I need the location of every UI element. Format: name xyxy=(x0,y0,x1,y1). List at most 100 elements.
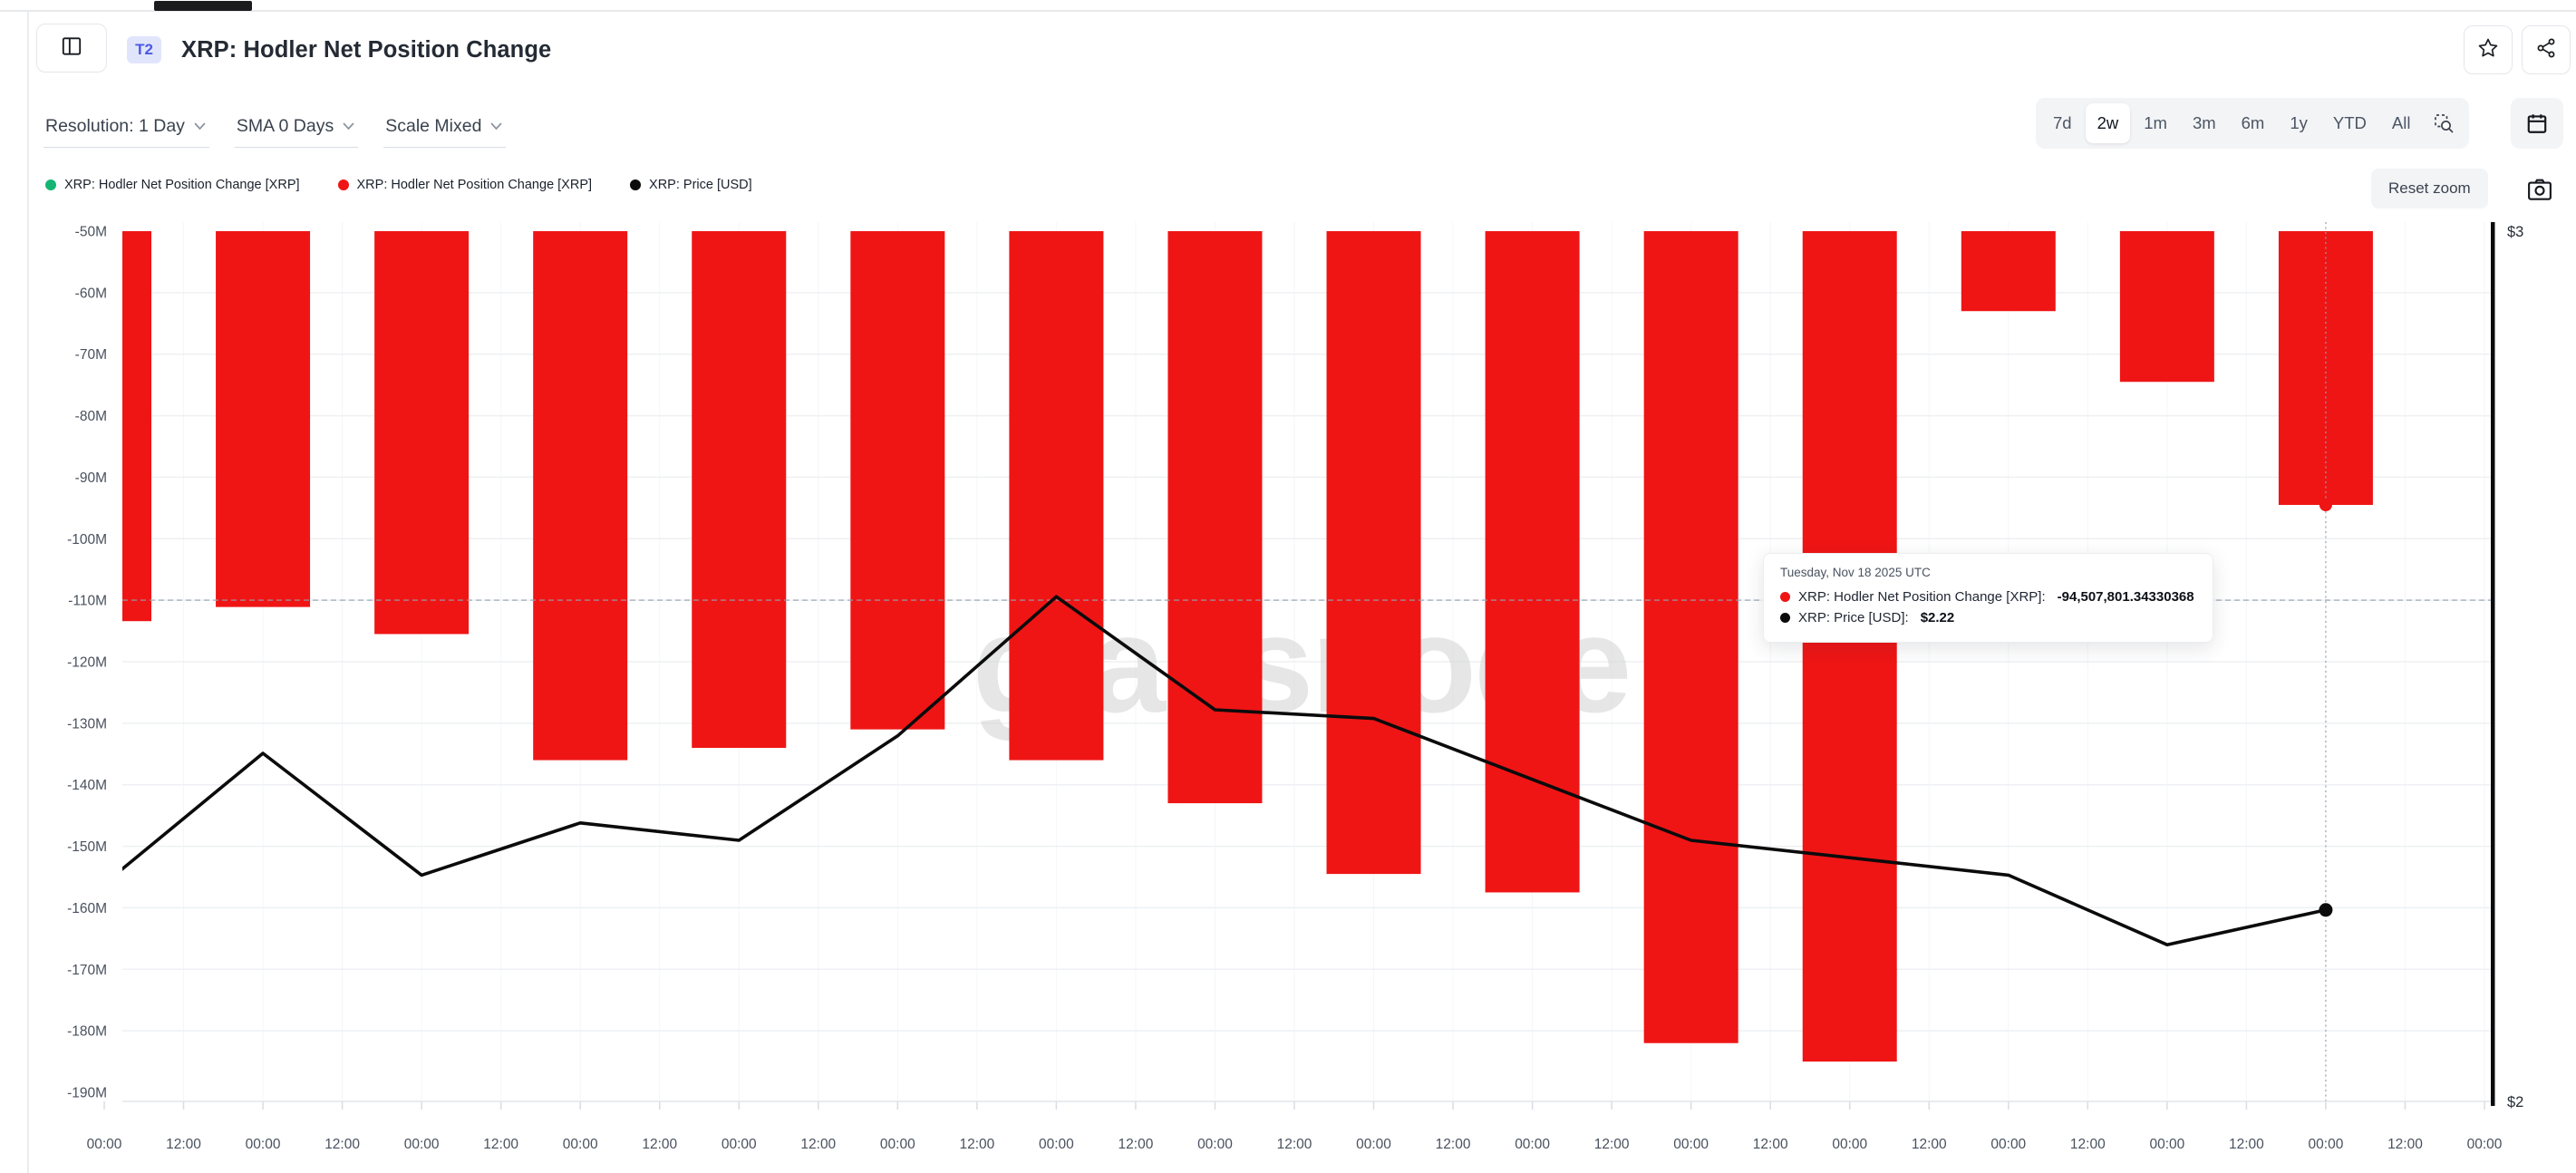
tooltip-dot-red xyxy=(1780,592,1790,602)
bar[interactable] xyxy=(374,231,470,635)
y-tick-label: -60M xyxy=(75,286,107,301)
favorite-button[interactable] xyxy=(2464,25,2513,74)
chart-legend: XRP: Hodler Net Position Change [XRP] XR… xyxy=(45,178,752,192)
range-6m[interactable]: 6m xyxy=(2230,103,2277,143)
scale-dropdown-label: Scale Mixed xyxy=(385,116,482,136)
sidebar-border xyxy=(27,12,29,1173)
legend-dot-red xyxy=(337,179,349,190)
scale-dropdown[interactable]: Scale Mixed xyxy=(383,112,507,148)
x-tick-label: 00:00 xyxy=(1197,1137,1233,1152)
hover-marker-price xyxy=(2319,903,2333,917)
x-tick-label: 00:00 xyxy=(1515,1137,1550,1152)
x-tick-label: 00:00 xyxy=(246,1137,281,1152)
y-tick-label: -130M xyxy=(67,716,107,732)
x-tick-label: 12:00 xyxy=(166,1137,201,1152)
x-tick-label: 00:00 xyxy=(1832,1137,1867,1152)
x-tick-label: 12:00 xyxy=(2229,1137,2264,1152)
zoom-area-icon xyxy=(2435,114,2454,133)
chart-tooltip: Tuesday, Nov 18 2025 UTC XRP: Hodler Net… xyxy=(1763,553,2213,643)
y-tick-label: -120M xyxy=(67,655,107,671)
x-tick-label: 12:00 xyxy=(1594,1137,1630,1152)
share-icon xyxy=(2535,37,2557,63)
bar[interactable] xyxy=(57,231,151,622)
hover-marker-bar xyxy=(2319,499,2332,512)
x-tick-label: 12:00 xyxy=(959,1137,994,1152)
y-tick-label: -160M xyxy=(67,901,107,916)
calendar-button[interactable] xyxy=(2511,98,2563,149)
bar[interactable] xyxy=(1961,231,2056,312)
legend-item-price[interactable]: XRP: Price [USD] xyxy=(630,178,752,192)
price-line[interactable] xyxy=(104,595,2328,946)
x-tick-label: 12:00 xyxy=(800,1137,836,1152)
bar[interactable] xyxy=(2119,231,2214,383)
sidebar-toggle-button[interactable] xyxy=(36,24,107,73)
crosshair xyxy=(122,222,2493,1101)
sma-dropdown-label: SMA 0 Days xyxy=(236,116,334,136)
page-title: XRP: Hodler Net Position Change xyxy=(181,37,552,63)
resolution-dropdown-label: Resolution: 1 Day xyxy=(45,116,185,136)
range-7d[interactable]: 7d xyxy=(2041,103,2084,143)
legend-item-hodler-net-position-green[interactable]: XRP: Hodler Net Position Change [XRP] xyxy=(45,178,300,192)
y-tick-label: -180M xyxy=(67,1024,107,1040)
x-tick-label: 12:00 xyxy=(1119,1137,1154,1152)
legend-item-hodler-net-position-red[interactable]: XRP: Hodler Net Position Change [XRP] xyxy=(337,178,593,192)
y-tick-label: -110M xyxy=(68,594,107,609)
y-axis-labels-right: $3 $2 xyxy=(2507,224,2523,1110)
bar[interactable] xyxy=(1326,231,1421,875)
x-tick-label: 12:00 xyxy=(324,1137,360,1152)
x-tick-label: 00:00 xyxy=(404,1137,440,1152)
horizontal-gridlines xyxy=(122,292,2493,1032)
range-1m[interactable]: 1m xyxy=(2132,103,2179,143)
bar[interactable] xyxy=(1485,231,1580,893)
x-tick-label: 00:00 xyxy=(2309,1137,2344,1152)
bar[interactable] xyxy=(692,231,787,748)
bar[interactable] xyxy=(533,231,628,761)
range-all[interactable]: All xyxy=(2380,103,2423,143)
chart-settings-toolbar: Resolution: 1 Day SMA 0 Days Scale Mixed xyxy=(44,112,507,148)
x-tick-label: 12:00 xyxy=(483,1137,518,1152)
x-tick-label: 00:00 xyxy=(1673,1137,1709,1152)
bar[interactable] xyxy=(1009,231,1104,761)
x-tick-label: 12:00 xyxy=(1436,1137,1471,1152)
tooltip-dot-black xyxy=(1780,613,1790,623)
x-tick-label: 00:00 xyxy=(563,1137,598,1152)
tooltip-row: XRP: Price [USD]: $2.22 xyxy=(1780,607,2194,628)
share-button[interactable] xyxy=(2522,25,2571,74)
sidebar-toggle-icon xyxy=(60,34,83,63)
y-right-label: $2 xyxy=(2507,1094,2523,1110)
chevron-down-icon xyxy=(343,122,354,131)
bar[interactable] xyxy=(1643,231,1738,1043)
bar[interactable] xyxy=(1167,231,1263,804)
y-tick-label: -70M xyxy=(75,347,107,363)
legend-label: XRP: Price [USD] xyxy=(649,178,752,192)
legend-label: XRP: Hodler Net Position Change [XRP] xyxy=(356,178,593,192)
camera-icon xyxy=(2528,179,2552,200)
range-1y[interactable]: 1y xyxy=(2278,103,2319,143)
y-axis-labels-left: -50M -60M -70M -80M -90M -100M -110M -120M -130M… xyxy=(67,225,107,1101)
bar[interactable] xyxy=(1802,231,1897,1062)
screenshot-button[interactable] xyxy=(2522,172,2558,207)
range-3m[interactable]: 3m xyxy=(2181,103,2228,143)
chevron-down-icon xyxy=(194,122,206,131)
bar[interactable] xyxy=(216,231,311,607)
y-tick-label: -170M xyxy=(67,963,107,978)
x-tick-label: 00:00 xyxy=(1990,1137,2026,1152)
resolution-dropdown[interactable]: Resolution: 1 Day xyxy=(44,112,209,148)
zoom-area-button[interactable] xyxy=(2424,103,2464,143)
active-tab-indicator[interactable] xyxy=(154,1,252,11)
sma-dropdown[interactable]: SMA 0 Days xyxy=(234,112,359,148)
range-2w[interactable]: 2w xyxy=(2085,103,2131,143)
tooltip-date: Tuesday, Nov 18 2025 UTC xyxy=(1780,566,1931,579)
reset-zoom-button[interactable]: Reset zoom xyxy=(2371,169,2488,208)
range-ytd[interactable]: YTD xyxy=(2321,103,2378,143)
x-tick-label: 12:00 xyxy=(1753,1137,1788,1152)
x-tick-label: 00:00 xyxy=(87,1137,122,1152)
star-icon xyxy=(2477,37,2499,63)
x-tick-label: 12:00 xyxy=(2387,1137,2423,1152)
x-tick-label: 00:00 xyxy=(1039,1137,1074,1152)
y-tick-label: -80M xyxy=(75,409,107,424)
bar[interactable] xyxy=(850,231,945,730)
y-tick-label: -90M xyxy=(75,470,107,486)
